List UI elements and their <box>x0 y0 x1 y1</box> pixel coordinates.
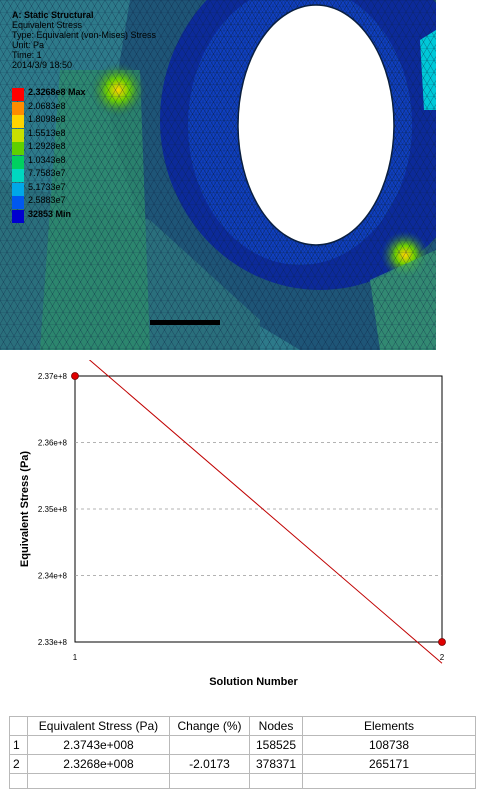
analysis-title: A: Static Structural <box>12 10 94 20</box>
legend-entry: 1.5513e8 <box>12 128 122 142</box>
result-name: Equivalent Stress <box>12 20 83 30</box>
result-unit: Unit: Pa <box>12 40 45 50</box>
y-tick-label: 2.33e+8 <box>38 638 68 647</box>
y-axis-label: Equivalent Stress (Pa) <box>19 451 31 567</box>
x-axis-label: Solution Number <box>209 676 298 688</box>
column-header-change[interactable]: Change (%) <box>169 716 250 736</box>
stress-cell: 2.3268e+008 <box>27 754 170 774</box>
x-tick-label: 1 <box>73 653 78 662</box>
legend-value-label: 1.8098e8 <box>28 114 66 124</box>
change-cell: -2.0173 <box>169 754 250 774</box>
table-empty-row <box>9 773 476 789</box>
elements-cell: 265171 <box>302 754 476 774</box>
data-point <box>438 638 446 646</box>
legend-value-label: 2.3268e8 Max <box>28 87 86 97</box>
legend-color-swatch <box>12 155 24 169</box>
legend-entry: 32853 Min <box>12 209 122 223</box>
empty-cell <box>9 773 28 789</box>
result-type: Type: Equivalent (von-Mises) Stress <box>12 30 157 40</box>
legend-entry: 1.2928e8 <box>12 141 122 155</box>
result-header: A: Static Structural Equivalent Stress T… <box>12 10 156 70</box>
column-header-index <box>9 716 28 736</box>
legend-value-label: 1.0343e8 <box>28 154 66 165</box>
change-cell <box>169 735 250 755</box>
fea-viewport[interactable]: A: Static Structural Equivalent Stress T… <box>0 0 436 350</box>
legend-value-label: 32853 Min <box>28 208 72 219</box>
legend-entry: 2.0683e8 <box>12 101 122 115</box>
row-index-cell: 2 <box>9 754 28 774</box>
legend-value-label: 2.5883e7 <box>28 195 66 205</box>
legend-color-swatch <box>12 182 24 196</box>
legend-color-swatch <box>12 88 24 101</box>
result-time: Time: 1 <box>12 50 42 60</box>
legend-color-swatch <box>12 101 24 115</box>
y-tick-label: 2.35e+8 <box>38 505 68 514</box>
nodes-cell: 158525 <box>249 735 303 755</box>
row-index-cell: 1 <box>9 735 28 755</box>
series-line <box>74 347 443 664</box>
result-timestamp: 2014/3/9 18:50 <box>12 60 73 70</box>
table-header-row: Equivalent Stress (Pa) Change (%) Nodes … <box>9 716 476 736</box>
legend-entry: 1.0343e8 <box>12 155 122 169</box>
empty-cell <box>249 773 303 789</box>
column-header-stress[interactable]: Equivalent Stress (Pa) <box>27 716 170 736</box>
legend-entry: 1.8098e8 <box>12 114 122 128</box>
legend-value-label: 1.2928e8 <box>28 141 66 151</box>
empty-cell <box>169 773 250 789</box>
data-point <box>71 372 79 380</box>
column-header-nodes[interactable]: Nodes <box>249 716 303 736</box>
legend-color-swatch <box>12 128 24 142</box>
convergence-chart: 2.37e+8 2.36e+8 2.35e+8 2.34e+8 2.33e+8 1 2 Sol… <box>0 347 485 700</box>
empty-cell <box>27 773 170 789</box>
chart-svg: 2.37e+8 2.36e+8 2.35e+8 2.34e+8 2.33e+8 1 2 Sol… <box>19 347 446 688</box>
column-header-elements[interactable]: Elements <box>302 716 476 736</box>
legend-entry: 7.7583e7 <box>12 168 122 182</box>
y-tick-label: 2.37e+8 <box>38 372 68 381</box>
legend-color-swatch <box>12 169 24 182</box>
elements-cell: 108738 <box>302 735 476 755</box>
stress-cell: 2.3743e+008 <box>27 735 170 755</box>
x-tick-label: 2 <box>440 653 445 662</box>
convergence-table: Equivalent Stress (Pa) Change (%) Nodes … <box>9 716 476 789</box>
legend-value-label: 7.7583e7 <box>28 168 66 178</box>
stress-contour-plot[interactable] <box>0 0 436 350</box>
legend-entry: 2.3268e8 Max <box>12 87 122 101</box>
legend-color-swatch <box>12 209 24 223</box>
legend-color-swatch <box>12 115 24 128</box>
legend-entry: 2.5883e7 <box>12 195 122 209</box>
legend-value-label: 5.1733e7 <box>28 181 66 192</box>
legend-entry: 5.1733e7 <box>12 182 122 196</box>
legend-value-label: 1.5513e8 <box>28 127 66 138</box>
y-tick-label: 2.36e+8 <box>38 439 68 448</box>
legend-color-swatch <box>12 196 24 209</box>
y-tick-label: 2.34e+8 <box>38 572 68 581</box>
legend-value-label: 2.0683e8 <box>28 100 66 111</box>
nodes-cell: 378371 <box>249 754 303 774</box>
table-row[interactable]: 2 2.3268e+008 -2.0173 378371 265171 <box>9 754 476 774</box>
table-row[interactable]: 1 2.3743e+008 158525 108738 <box>9 735 476 755</box>
legend-color-swatch <box>12 142 24 155</box>
empty-cell <box>302 773 476 789</box>
